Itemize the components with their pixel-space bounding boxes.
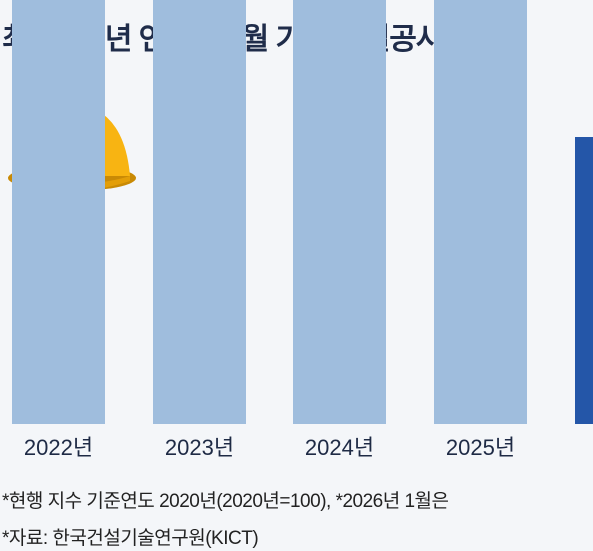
bar-1 [12,0,105,424]
footnote-source: *자료: 한국건설기술연구원(KICT) [2,528,259,549]
bar-4 [434,0,527,424]
category-label-4: 2025년 [446,435,515,460]
bar-2 [153,0,246,424]
category-label-1: 2022년 [24,435,93,460]
footnote-base-year: *현행 지수 기준연도 2020년(2020년=100), *2026년 1월은 [2,491,449,512]
bar-3 [293,0,386,424]
category-label-3: 2024년 [305,435,374,460]
bar-5 [575,137,593,424]
category-label-2: 2023년 [165,435,234,460]
